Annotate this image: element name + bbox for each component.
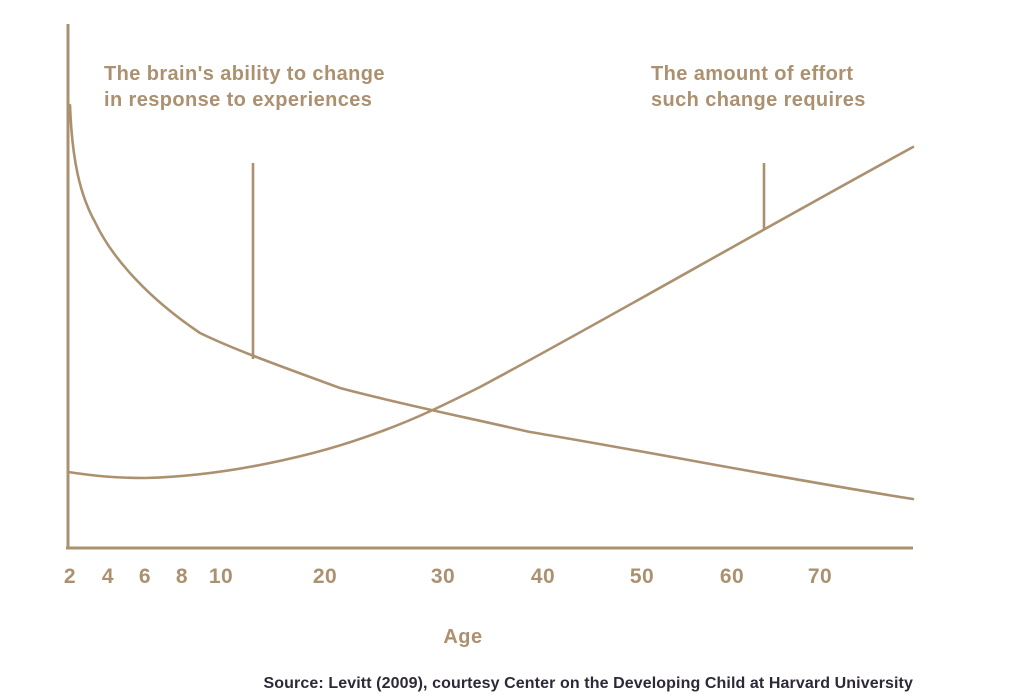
x-tick-label-50: 50 (629, 565, 655, 588)
x-tick-label-70: 70 (807, 565, 833, 588)
x-tick-label-2: 2 (63, 565, 77, 588)
source-attribution: Source: Levitt (2009), courtesy Center o… (263, 675, 913, 692)
x-tick-label-10: 10 (208, 565, 234, 588)
plasticity-curve-label: The brain's ability to change in respons… (104, 61, 385, 113)
x-tick-label-60: 60 (719, 565, 745, 588)
x-tick-label-4: 4 (101, 565, 115, 588)
x-tick-label-40: 40 (530, 565, 556, 588)
x-tick-label-30: 30 (430, 565, 456, 588)
brain-plasticity-curve (68, 103, 915, 501)
plasticity-curve-label-line1: The brain's ability to change (104, 63, 385, 85)
effort-curve-label: The amount of effort such change require… (651, 61, 866, 113)
plasticity-curve-label-line2: in response to experiences (104, 89, 373, 111)
effort-required-curve (66, 145, 915, 480)
x-tick-label-8: 8 (175, 565, 189, 588)
effort-curve-label-line2: such change requires (651, 89, 866, 111)
x-tick-label-6: 6 (138, 565, 152, 588)
effort-curve-label-line1: The amount of effort (651, 63, 854, 85)
x-tick-label-20: 20 (312, 565, 338, 588)
x-axis-title: Age (443, 626, 483, 648)
